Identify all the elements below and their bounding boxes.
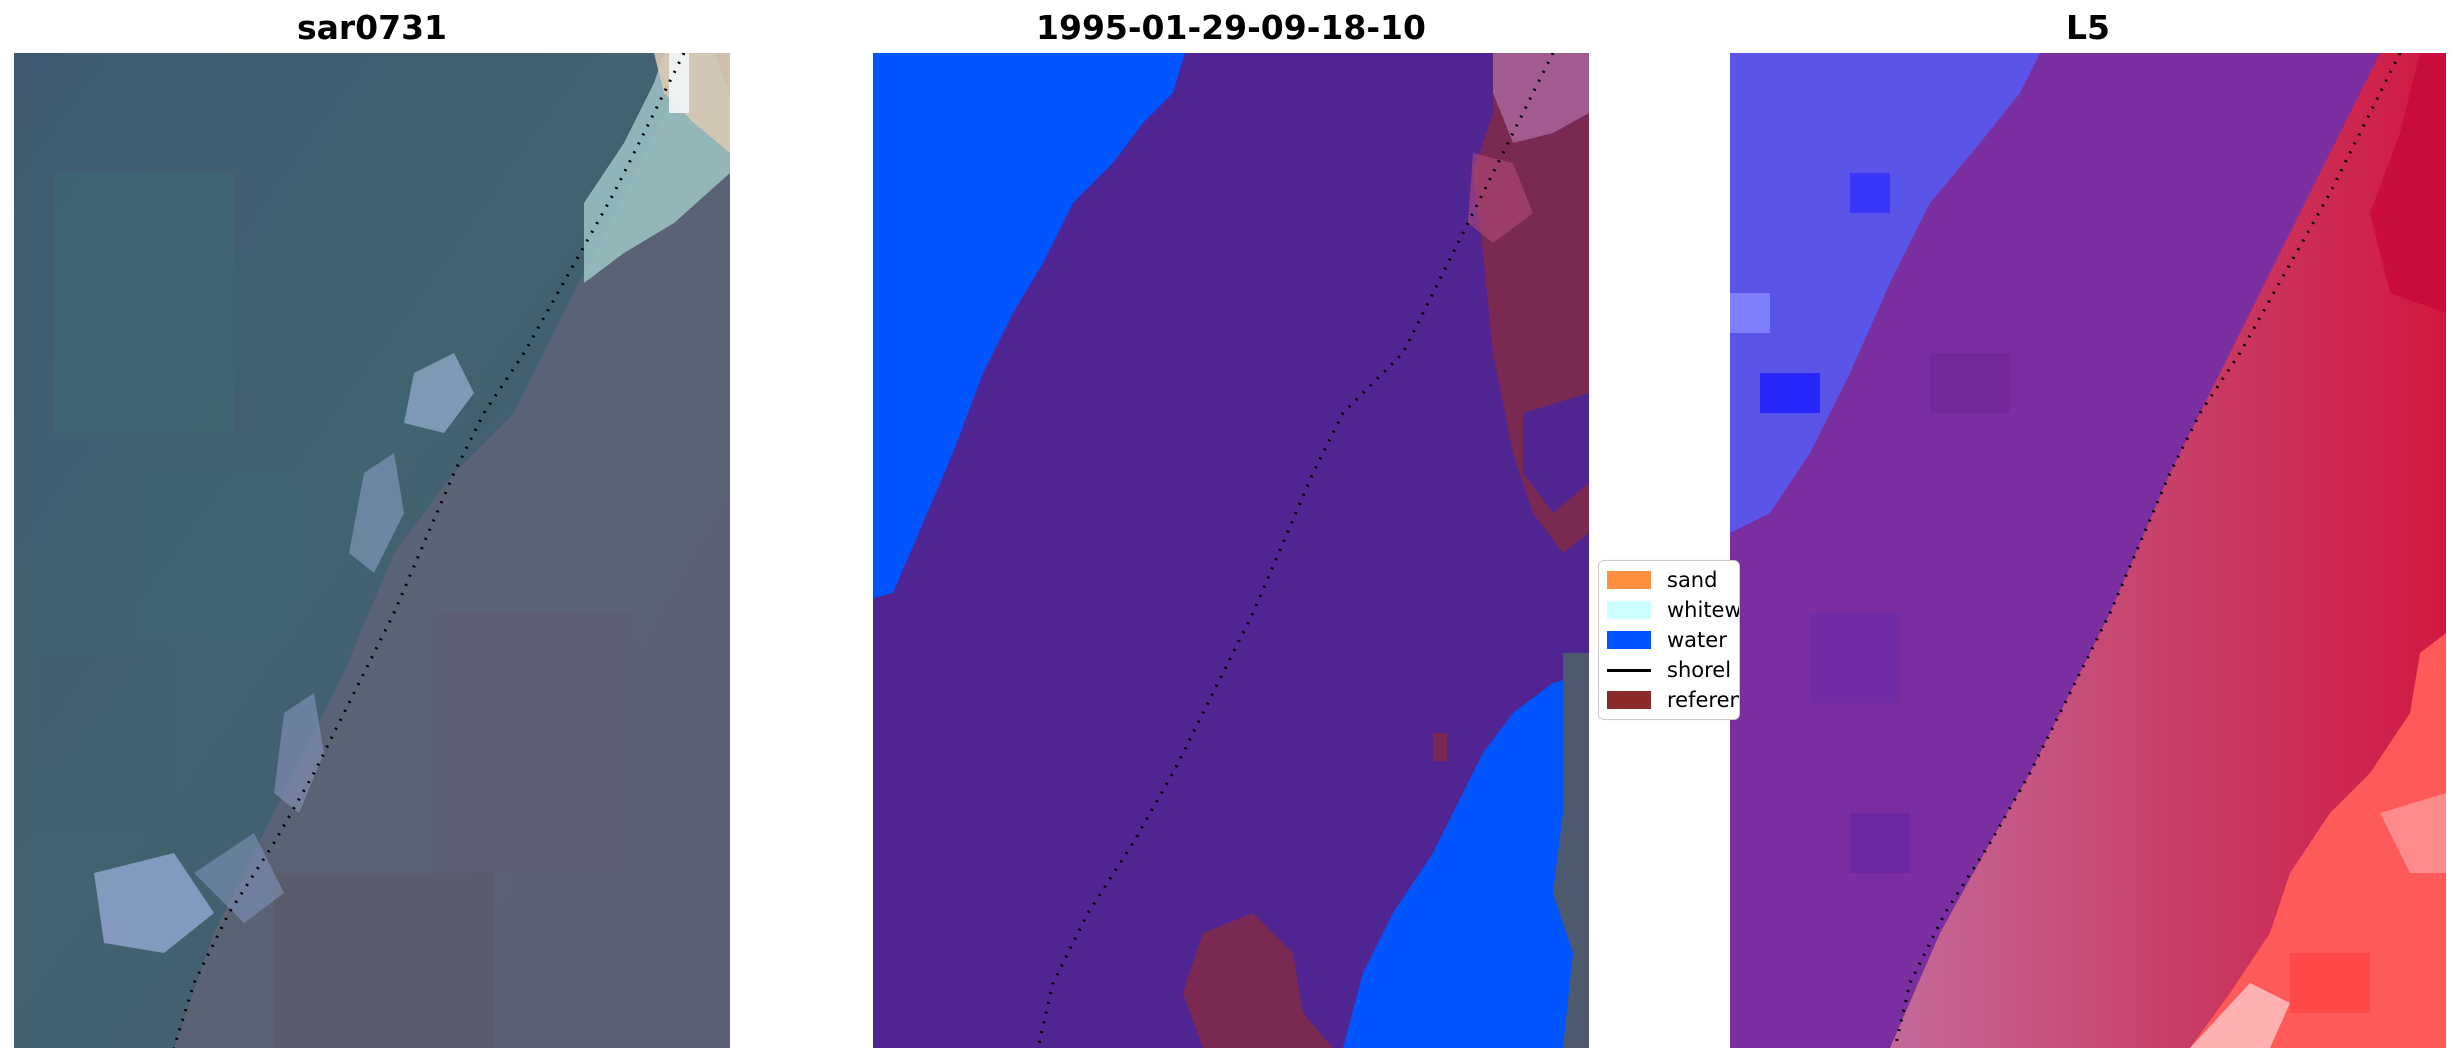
legend: sand whitew water shorel referen (1598, 560, 1740, 720)
legend-label: water (1667, 628, 1727, 652)
land-region (1890, 53, 2446, 1048)
panel-title-date: 1995-01-29-09-18-10 (1036, 8, 1426, 47)
legend-label: sand (1667, 568, 1718, 592)
classification-panel (873, 53, 1589, 1048)
legend-line-shoreline (1607, 668, 1651, 672)
water-region-right (1343, 673, 1589, 1048)
panel-title-l5: L5 (2066, 8, 2110, 47)
legend-swatch-whitewater (1607, 601, 1651, 619)
legend-item-shoreline: shorel (1607, 657, 1731, 683)
water-region-left (873, 53, 1185, 598)
classified-image (873, 53, 1589, 1048)
legend-label: referen (1667, 688, 1740, 712)
index-image-panel (1730, 53, 2446, 1048)
legend-item-reference: referen (1607, 687, 1740, 713)
legend-item-sand: sand (1607, 567, 1717, 593)
reference-region-bottom (1183, 913, 1333, 1048)
legend-item-whitewater: whitew (1607, 597, 1740, 623)
index-image (1730, 53, 2446, 1048)
legend-swatch-sand (1607, 571, 1651, 589)
legend-swatch-water (1607, 631, 1651, 649)
legend-label: whitew (1667, 598, 1740, 622)
sand-region (2190, 633, 2446, 1048)
rgb-image-panel (14, 53, 730, 1048)
legend-item-water: water (1607, 627, 1727, 653)
legend-label: shorel (1667, 658, 1732, 682)
rgb-satellite-image (14, 53, 730, 1048)
panel-title-rgb: sar0731 (296, 8, 448, 47)
legend-swatch-reference (1607, 691, 1651, 709)
